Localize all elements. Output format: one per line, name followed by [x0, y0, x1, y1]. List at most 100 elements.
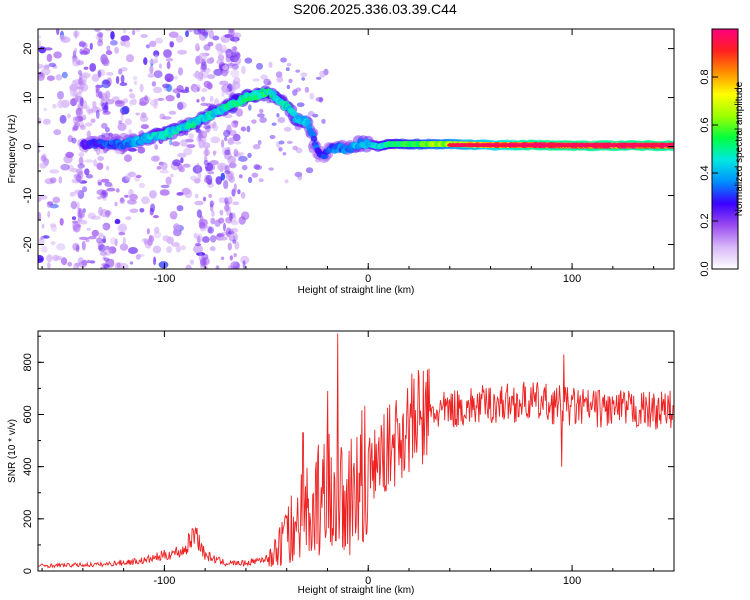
noise-blob: [283, 126, 292, 132]
noise-blob: [184, 138, 194, 143]
noise-column-blob: [232, 215, 237, 223]
noise-blob: [52, 196, 61, 204]
noise-blob: [56, 243, 66, 251]
noise-blob: [206, 57, 214, 64]
noise-blob: [46, 262, 51, 269]
noise-column-blob: [104, 181, 113, 187]
noise-column-blob: [199, 222, 206, 229]
x-tick-label: 100: [563, 273, 581, 285]
noise-blob: [71, 216, 77, 221]
noise-blob: [187, 29, 194, 33]
noise-column-blob: [225, 53, 232, 63]
noise-blob: [114, 220, 121, 225]
noise-blob: [208, 29, 214, 39]
noise-blob: [188, 133, 194, 140]
noise-blob: [49, 203, 59, 209]
noise-blob: [280, 57, 287, 63]
snr-y-label: SNR (10 * v/v): [7, 419, 18, 483]
noise-blob: [125, 216, 132, 221]
noise-blob: [208, 193, 212, 198]
noise-blob: [275, 71, 283, 78]
noise-blob: [38, 72, 45, 81]
noise-blob: [88, 108, 94, 114]
noise-blob: [212, 151, 216, 156]
noise-blob: [259, 117, 267, 123]
noise-column-blob: [225, 227, 232, 238]
noise-blob: [238, 174, 243, 179]
noise-column-blob: [102, 91, 106, 99]
noise-blob: [48, 62, 57, 68]
noise-blob: [51, 224, 57, 232]
noise-blob: [251, 119, 257, 124]
noise-blob: [118, 68, 123, 75]
noise-column-blob: [195, 128, 202, 134]
noise-blob: [171, 141, 180, 147]
noise-blob: [46, 254, 53, 263]
noise-column-blob: [207, 74, 216, 80]
noise-blob: [86, 227, 91, 231]
noise-blob: [135, 254, 141, 260]
noise-blob: [132, 75, 138, 81]
ridge-band: [671, 143, 674, 147]
noise-blob: [38, 63, 44, 69]
noise-blob: [193, 244, 203, 254]
noise-blob: [183, 147, 193, 156]
ridge-core: [270, 90, 277, 97]
noise-blob: [160, 184, 170, 189]
noise-blob: [161, 162, 168, 171]
noise-blob: [218, 217, 225, 224]
noise-column-blob: [195, 55, 203, 64]
noise-column-blob: [79, 48, 84, 55]
noise-blob: [150, 203, 156, 213]
noise-blob: [169, 41, 174, 48]
noise-blob: [186, 144, 196, 149]
noise-blob: [180, 157, 184, 164]
noise-column-blob: [97, 181, 102, 186]
noise-column-blob: [97, 156, 105, 161]
noise-column-blob: [103, 264, 110, 269]
noise-blob: [153, 86, 163, 94]
noise-blob: [90, 118, 96, 123]
noise-blob: [206, 67, 211, 73]
noise-blob: [124, 154, 132, 162]
noise-blob: [46, 201, 51, 208]
y-tick-label: 10: [22, 91, 34, 103]
noise-blob: [139, 83, 144, 93]
noise-blob: [144, 238, 148, 245]
noise-blob: [124, 194, 129, 198]
snr-ticks: -100 0 100 0 200 400 600 800: [22, 331, 674, 587]
noise-blob: [52, 103, 57, 109]
noise-column-blob: [227, 242, 232, 251]
noise-blob: [157, 97, 165, 101]
noise-blob: [89, 42, 93, 51]
noise-blob: [194, 200, 204, 206]
noise-column-blob: [231, 63, 239, 70]
noise-blob: [159, 189, 170, 196]
noise-blob: [86, 130, 91, 139]
noise-blob: [194, 193, 199, 199]
noise-column-blob: [74, 47, 78, 54]
noise-blob: [119, 82, 128, 87]
noise-blob: [163, 49, 172, 58]
noise-blob: [114, 99, 125, 107]
noise-column-blob: [233, 253, 237, 258]
noise-blob: [221, 44, 227, 53]
noise-blob: [60, 163, 70, 171]
noise-blob: [207, 171, 215, 175]
noise-blob: [60, 36, 71, 43]
noise-blob: [177, 102, 184, 111]
noise-blob: [216, 59, 225, 65]
noise-column-blob: [204, 147, 209, 157]
noise-column-blob: [81, 240, 86, 251]
noise-column-blob: [209, 200, 214, 208]
noise-column-blob: [102, 235, 106, 244]
noise-blob: [223, 222, 226, 232]
noise-blob: [180, 89, 190, 94]
noise-blob: [39, 162, 47, 169]
noise-blob: [110, 40, 118, 46]
noise-blob: [135, 174, 142, 179]
x-tick-label: 0: [365, 273, 371, 285]
noise-column-blob: [210, 235, 217, 243]
